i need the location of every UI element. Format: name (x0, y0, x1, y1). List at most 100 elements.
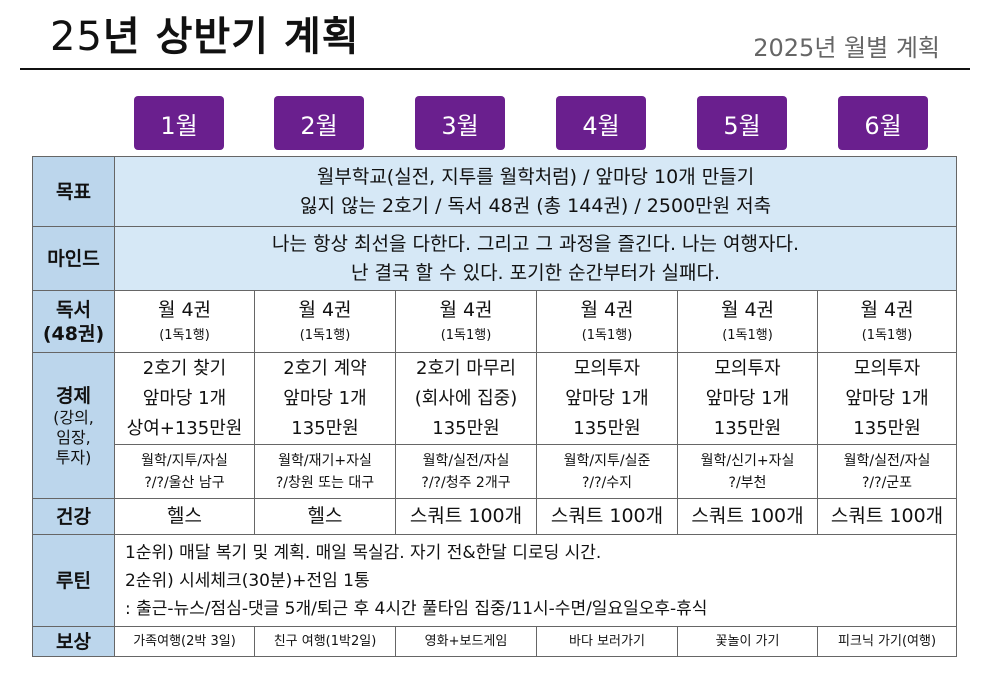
mind-label: 마인드 (32, 226, 115, 291)
economy-line: 앞마당 1개 (845, 387, 929, 409)
reading-amount: 월 4권 (860, 299, 914, 321)
page-title: 25년 상반기 계획 (50, 4, 360, 62)
reward-label: 보상 (32, 626, 115, 657)
goal-label: 목표 (32, 156, 115, 227)
reading-note: (1독1행) (861, 328, 913, 343)
mind-content: 나는 항상 최선을 다한다. 그리고 그 과정을 즐긴다. 나는 여행자다. 난… (113, 226, 958, 291)
mind-row: 마인드 나는 항상 최선을 다한다. 그리고 그 과정을 즐긴다. 나는 여행자… (32, 226, 958, 291)
reading-cell-3: 월 4권 (1독1행) (395, 290, 537, 353)
health-cell-1: 헬스 (114, 498, 255, 535)
health-row: 건강 헬스 헬스 스쿼트 100개 스쿼트 100개 스쿼트 100개 스쿼트 … (32, 498, 958, 535)
health-cell-6: 스쿼트 100개 (816, 498, 958, 535)
economy-label-sub: 임장, (56, 427, 91, 447)
reading-note: (1독1행) (299, 328, 351, 343)
economy-line: (회사에 집중) (414, 387, 518, 409)
economy-line: 135만원 (432, 417, 500, 439)
month-header-row: 1월 2월 3월 4월 5월 6월 (0, 96, 988, 150)
economy-sub-cell-4: 월학/지투/실준 ?/?/수지 (536, 444, 678, 499)
economy-line: 상여+135만원 (126, 417, 243, 439)
economy-label-main: 경제 (56, 384, 91, 407)
economy-line: 앞마당 1개 (705, 387, 790, 409)
reading-note: (1독1행) (722, 328, 773, 343)
reading-label-main: 독서 (56, 298, 91, 321)
economy-cell-2: 2호기 계약 앞마당 1개 135만원 (254, 352, 396, 445)
reading-label: 독서 (48권) (32, 290, 115, 353)
routine-content: 1순위) 매달 복기 및 계획. 매일 목실감. 자기 전&한달 디로딩 시간.… (113, 534, 958, 627)
economy-sub-line: ?/부천 (728, 474, 767, 491)
economy-sub-line: 월학/실전/자실 (843, 452, 931, 469)
economy-label: 경제 (강의, 임장, 투자) (32, 352, 115, 499)
routine-line-1: 1순위) 매달 복기 및 계획. 매일 목실감. 자기 전&한달 디로딩 시간. (125, 542, 602, 563)
economy-line: 2호기 계약 (283, 357, 367, 379)
economy-sub-cell-1: 월학/지투/자실 ?/?/울산 남구 (114, 444, 255, 499)
routine-label: 루틴 (32, 534, 115, 627)
economy-sub-line: 월학/재기+자실 (278, 452, 372, 469)
page-subtitle: 2025년 월별 계획 (753, 34, 940, 62)
economy-cell-3: 2호기 마무리 (회사에 집중) 135만원 (395, 352, 537, 445)
reward-cell-4: 바다 보러가기 (536, 626, 678, 657)
reading-row: 독서 (48권) 월 4권 (1독1행) 월 4권 (1독1행) 월 4권 (1독1행… (32, 290, 958, 353)
economy-sub-line: 월학/실전/자실 (422, 452, 510, 469)
health-cell-3: 스쿼트 100개 (395, 498, 537, 535)
economy-sub-line: ?/?/울산 남구 (144, 474, 225, 491)
economy-line: 앞마당 1개 (142, 387, 227, 409)
month-badge-2: 2월 (274, 96, 364, 150)
economy-line: 2호기 마무리 (416, 357, 516, 379)
reading-cell-5: 월 4권 (1독1행) (677, 290, 818, 353)
routine-line-2: 2순위) 시세체크(30분)+전임 1통 (125, 570, 370, 591)
page-title-number: 25 (50, 14, 103, 60)
page-title-text: 년 상반기 계획 (102, 14, 360, 60)
reading-amount: 월 4권 (298, 299, 352, 321)
health-label: 건강 (32, 498, 115, 535)
routine-line-3: : 출근-뉴스/점심-댓글 5개/퇴근 후 4시간 풀타임 집중/11시-수면/… (125, 598, 708, 619)
goal-content: 월부학교(실전, 지투를 월학처럼) / 앞마당 10개 만들기 잃지 않는 2… (113, 156, 958, 227)
goal-line-2: 잃지 않는 2호기 / 독서 48권 (총 144권) / 2500만원 저축 (299, 194, 772, 217)
economy-sub-cell-5: 월학/신기+자실 ?/부천 (677, 444, 818, 499)
goal-line-1: 월부학교(실전, 지투를 월학처럼) / 앞마당 10개 만들기 (316, 165, 755, 188)
goal-row: 목표 월부학교(실전, 지투를 월학처럼) / 앞마당 10개 만들기 잃지 않… (32, 156, 958, 227)
reward-cell-2: 친구 여행(1박2일) (254, 626, 396, 657)
economy-line: 모의투자 (573, 357, 641, 379)
title-divider (20, 68, 970, 70)
economy-line: 135만원 (573, 417, 641, 439)
reading-amount: 월 4권 (580, 299, 634, 321)
economy-row-bottom: 월학/지투/자실 ?/?/울산 남구 월학/재기+자실 ?/창원 또는 대구 월학/… (33, 444, 958, 499)
reward-cell-3: 영화+보드게임 (395, 626, 537, 657)
reward-row: 보상 가족여행(2박 3일) 친구 여행(1박2일) 영화+보드게임 바다 보러… (32, 626, 958, 657)
reward-cell-1: 가족여행(2박 3일) (114, 626, 255, 657)
economy-sub-line: ?/?/수지 (581, 474, 633, 491)
economy-sub-line: ?/?/군포 (862, 474, 913, 491)
health-cell-5: 스쿼트 100개 (677, 498, 818, 535)
economy-sub-line: 월학/지투/자실 (141, 452, 228, 469)
reward-cell-6: 피크닉 가기(여행) (816, 626, 958, 657)
economy-label-sub: 투자) (55, 447, 92, 467)
economy-sub-line: ?/창원 또는 대구 (275, 474, 375, 491)
reading-cell-1: 월 4권 (1독1행) (114, 290, 255, 353)
reading-amount: 월 4권 (439, 299, 493, 321)
month-badge-3: 3월 (415, 96, 505, 150)
economy-line: 2호기 찾기 (142, 357, 227, 379)
economy-line: 앞마당 1개 (565, 387, 649, 409)
mind-line-1: 나는 항상 최선을 다한다. 그리고 그 과정을 즐긴다. 나는 여행자다. (272, 232, 800, 255)
economy-label-sub: (강의, (53, 407, 94, 427)
reading-cell-4: 월 4권 (1독1행) (536, 290, 678, 353)
reading-amount: 월 4권 (157, 299, 212, 321)
economy-sub-cell-3: 월학/실전/자실 ?/?/청주 2개구 (395, 444, 537, 499)
routine-row: 루틴 1순위) 매달 복기 및 계획. 매일 목실감. 자기 전&한달 디로딩 … (32, 534, 958, 627)
plan-table: 목표 월부학교(실전, 지투를 월학처럼) / 앞마당 10개 만들기 잃지 않… (32, 156, 958, 657)
economy-line: 앞마당 1개 (283, 387, 367, 409)
economy-sub-line: 월학/신기+자실 (700, 452, 795, 469)
economy-line: 135만원 (713, 417, 782, 439)
economy-sub-cell-6: 월학/실전/자실 ?/?/군포 (816, 444, 958, 499)
economy-line: 모의투자 (714, 357, 781, 379)
reading-cell-2: 월 4권 (1독1행) (254, 290, 396, 353)
reading-note: (1독1행) (581, 328, 633, 343)
reading-note: (1독1행) (159, 328, 210, 343)
health-cell-2: 헬스 (254, 498, 396, 535)
month-badge-6: 6월 (838, 96, 928, 150)
reading-note: (1독1행) (440, 328, 492, 343)
